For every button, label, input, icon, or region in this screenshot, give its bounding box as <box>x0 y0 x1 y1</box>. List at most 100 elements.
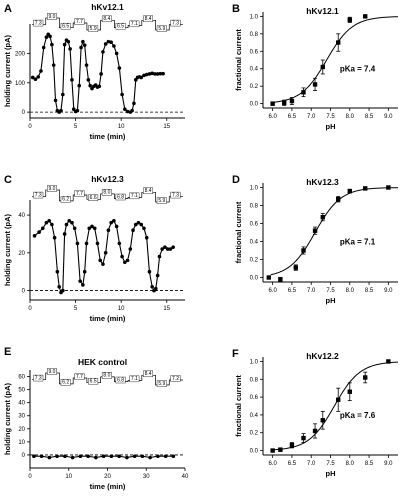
data-point <box>32 454 36 459</box>
data-point <box>114 51 119 56</box>
data-point <box>32 234 37 238</box>
data-point <box>347 17 352 23</box>
panel-b: B 6.0 6.5 7.0 7.5 8.0 8.5 9.0 0.0 0.2 0.4 0.6 0.8 1.0… <box>232 3 398 131</box>
x-tick-label: 9.0 <box>384 288 393 294</box>
data-point <box>289 98 295 104</box>
data-point <box>64 222 69 227</box>
data-point <box>139 75 144 80</box>
data-point <box>101 454 106 459</box>
data-point <box>336 397 341 402</box>
x-tick-label: 8.5 <box>365 461 374 467</box>
data-point <box>289 443 295 448</box>
data-point <box>120 92 124 97</box>
ph-value-box <box>156 25 167 32</box>
x-tick-label: 20 <box>104 474 111 480</box>
data-point <box>154 286 158 291</box>
panel-c: C 0 5 10 15 0 20 40 time (min) holding current (p… <box>3 174 185 323</box>
ph-value-label: 6.8 <box>117 377 124 383</box>
data-point <box>39 454 44 459</box>
ph-value-box <box>88 25 99 32</box>
ph-value-label: 6.6 <box>90 195 97 201</box>
data-point <box>142 226 146 231</box>
ph-value-label: 7.3 <box>172 20 179 26</box>
data-point <box>165 247 170 251</box>
data-point <box>117 66 122 70</box>
y-tick-label: 20 <box>18 251 25 257</box>
y-tick-label: 0.2 <box>250 84 259 90</box>
data-point <box>386 359 391 364</box>
data-point <box>114 224 119 229</box>
data-point <box>63 454 67 459</box>
y-tick-label: 10 <box>18 440 25 446</box>
data-point <box>147 269 152 274</box>
ph-value-label: 5.9 <box>158 26 165 32</box>
data-point <box>30 75 35 80</box>
data-point <box>99 72 103 76</box>
data-point <box>94 455 98 460</box>
data-point <box>150 71 154 76</box>
data-point <box>84 241 89 246</box>
data-point <box>79 45 83 50</box>
x-tick-label: 10 <box>65 474 72 480</box>
data-point <box>270 448 275 453</box>
x-tick-label: 7.0 <box>307 461 316 467</box>
data-point <box>155 72 160 76</box>
data-point <box>39 69 43 73</box>
x-tick-label: 6.5 <box>288 114 297 120</box>
data-point <box>82 43 87 47</box>
y-tick-label: 0.0 <box>250 449 259 455</box>
data-point <box>158 71 163 76</box>
y-tick-label: 0.6 <box>250 222 259 228</box>
data-point <box>86 454 90 459</box>
data-point <box>70 455 75 460</box>
y-tick-label: 100 <box>15 81 26 87</box>
data-point <box>336 40 341 45</box>
data-point <box>144 72 149 77</box>
ph-value-label: 7.3 <box>35 375 42 381</box>
x-tick-label: 6.0 <box>268 461 277 467</box>
x-tick-label: 0 <box>28 306 32 312</box>
y-axis-title: holding current (pA) <box>3 382 12 455</box>
ph-value-box <box>60 196 71 203</box>
y-axis-title: holding current (pA) <box>3 34 12 107</box>
ph-value-box <box>101 372 112 379</box>
x-tick-label: 9.0 <box>384 461 393 467</box>
ph-value-box <box>156 197 167 204</box>
data-point <box>123 260 127 265</box>
data-point <box>78 279 82 283</box>
data-point <box>153 72 157 76</box>
y-tick-label: 0.4 <box>250 413 259 419</box>
data-point <box>47 455 52 460</box>
y-tick-label: 1.0 <box>250 186 259 192</box>
data-point <box>82 269 87 274</box>
data-point <box>44 35 49 40</box>
panel-letter: E <box>4 346 11 358</box>
data-point <box>155 273 160 278</box>
panel-f: F 6.0 6.5 7.0 7.5 8.0 8.5 9.0 0.0 0.2 0.4 0.6 0.8 1.0… <box>232 348 398 478</box>
ph-value-label: 7.1 <box>131 376 138 382</box>
data-point <box>160 247 165 251</box>
x-tick-label: 30 <box>143 474 150 480</box>
data-point <box>144 235 149 240</box>
data-point <box>84 63 89 67</box>
panel-e: E 0 10 20 30 40 0 10 20 30 40 50 60 time (min) holding… <box>3 346 189 491</box>
data-point <box>112 44 116 48</box>
ph-value-label: 7.1 <box>131 21 138 27</box>
data-point <box>81 283 85 287</box>
data-point <box>41 45 46 50</box>
x-axis-title: pH <box>326 122 336 131</box>
x-axis-title: time (min) <box>90 314 126 323</box>
x-tick-label: 8.0 <box>346 288 355 294</box>
x-tick-label: 7.5 <box>326 288 335 294</box>
ph-value-label: 6.2 <box>62 380 69 386</box>
x-tick-label: 6.0 <box>268 114 277 120</box>
data-point <box>282 100 287 105</box>
ph-value-label: 8.4 <box>103 16 110 22</box>
data-point <box>312 428 318 434</box>
panel-title: hKv12.3 <box>91 174 124 184</box>
ph-value-box <box>74 190 85 197</box>
panel-letter: A <box>4 3 12 15</box>
panel-title: hKv12.3 <box>306 177 339 187</box>
data-point <box>148 455 152 460</box>
fit-curve <box>270 361 398 451</box>
